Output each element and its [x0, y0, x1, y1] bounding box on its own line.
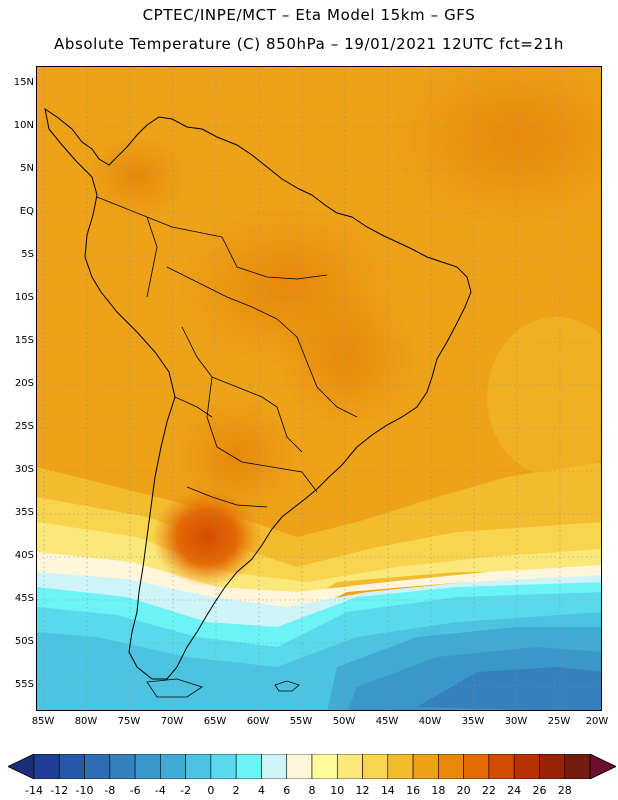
colorbar-left-arrow [8, 754, 35, 779]
colorbar-label: 24 [507, 784, 522, 797]
lat-label: 5N [20, 163, 34, 174]
field-ne-warm [387, 67, 601, 227]
lat-label: EQ [19, 206, 34, 217]
colorbar-cell [84, 754, 111, 779]
colorbar-label: -14 [25, 784, 43, 797]
colorbar-cell [387, 754, 414, 779]
colorbar-cell [134, 754, 161, 779]
lon-label: 70W [160, 716, 184, 727]
colorbar-cell [539, 754, 566, 779]
lat-label: 55S [14, 679, 34, 690]
field-andes-n-warm [87, 137, 187, 217]
lat-label: 35S [14, 507, 34, 518]
colorbar-label: -8 [104, 784, 116, 797]
lon-label: 20W [585, 716, 609, 727]
colorbar-cell [261, 754, 288, 779]
colorbar-cell [336, 754, 363, 779]
lon-label: 50W [332, 716, 356, 727]
coastline-south-america [44, 107, 472, 680]
colorbar-label: 14 [380, 784, 395, 797]
field-atlantic-paler [487, 317, 601, 477]
lat-label: 10N [13, 120, 34, 131]
lat-label: 30S [14, 464, 34, 475]
lon-label: 85W [31, 716, 55, 727]
colorbar-label: 2 [232, 784, 240, 797]
tierra-del-fuego [146, 678, 203, 698]
field-ocean-band-m8 [417, 667, 601, 710]
lon-label: 40W [418, 716, 442, 727]
colorbar-cell [286, 754, 313, 779]
colorbar-label: 6 [283, 784, 291, 797]
lat-label: 45S [14, 593, 34, 604]
lat-label: 15N [13, 77, 34, 88]
colorbar-cell [235, 754, 262, 779]
colorbar-label: 16 [406, 784, 421, 797]
colorbar-label: 10 [330, 784, 345, 797]
colorbar-right-arrow [589, 754, 616, 779]
colorbar-label: 26 [532, 784, 547, 797]
temperature-map [36, 66, 602, 711]
lat-label: 40S [14, 550, 34, 561]
colorbar-cell [564, 754, 591, 779]
lon-label: 45W [375, 716, 399, 727]
colorbar-label: 18 [431, 784, 446, 797]
lat-label: 5S [21, 249, 34, 260]
lon-label: 30W [504, 716, 528, 727]
colorbar-cells [33, 754, 591, 779]
chart-title-line1: CPTEC/INPE/MCT – Eta Model 15km – GFS [142, 6, 476, 24]
colorbar-cell [362, 754, 389, 779]
colorbar-label: 20 [456, 784, 471, 797]
colorbar-cell [160, 754, 186, 779]
colorbar-cell [109, 754, 136, 779]
lon-label: 75W [117, 716, 141, 727]
lon-label: 65W [203, 716, 227, 727]
colorbar-label: 12 [355, 784, 370, 797]
field-chaco-warm [177, 397, 297, 517]
lat-label: 25S [14, 421, 34, 432]
colorbar-cell [210, 754, 237, 779]
colorbar-label: 4 [257, 784, 265, 797]
colorbar-cell [513, 754, 540, 779]
lon-label: 60W [246, 716, 270, 727]
colorbar-cell [185, 754, 212, 779]
map-svg [37, 67, 601, 710]
country-borders [96, 196, 358, 508]
colorbar-cell [488, 754, 515, 779]
lat-label: 10S [14, 292, 34, 303]
colorbar-cell [33, 754, 60, 779]
colorbar-label: 28 [557, 784, 572, 797]
lat-label: 20S [14, 378, 34, 389]
falkland-islands [274, 680, 300, 692]
chart-title-line2: Absolute Temperature (C) 850hPa – 19/01/… [54, 35, 564, 53]
lat-label: 50S [14, 636, 34, 647]
lon-label: 55W [289, 716, 313, 727]
colorbar-label: 8 [308, 784, 316, 797]
field-brazil-warm [277, 287, 417, 427]
colorbar-cell [463, 754, 490, 779]
colorbar-label: -10 [75, 784, 94, 797]
colorbar-label: 22 [481, 784, 496, 797]
colorbar-label: 0 [207, 784, 215, 797]
lon-label: 80W [74, 716, 98, 727]
lat-label: 15S [14, 335, 34, 346]
colorbar-cell [58, 754, 85, 779]
colorbar-label: -2 [180, 784, 192, 797]
colorbar-cell [311, 754, 338, 779]
lon-label: 35W [461, 716, 485, 727]
colorbar-cell [412, 754, 439, 779]
colorbar-cell [438, 754, 464, 779]
colorbar [8, 754, 616, 779]
colorbar-label: -4 [154, 784, 166, 797]
colorbar-label: -6 [129, 784, 141, 797]
lon-label: 25W [547, 716, 571, 727]
colorbar-label: -12 [50, 784, 69, 797]
